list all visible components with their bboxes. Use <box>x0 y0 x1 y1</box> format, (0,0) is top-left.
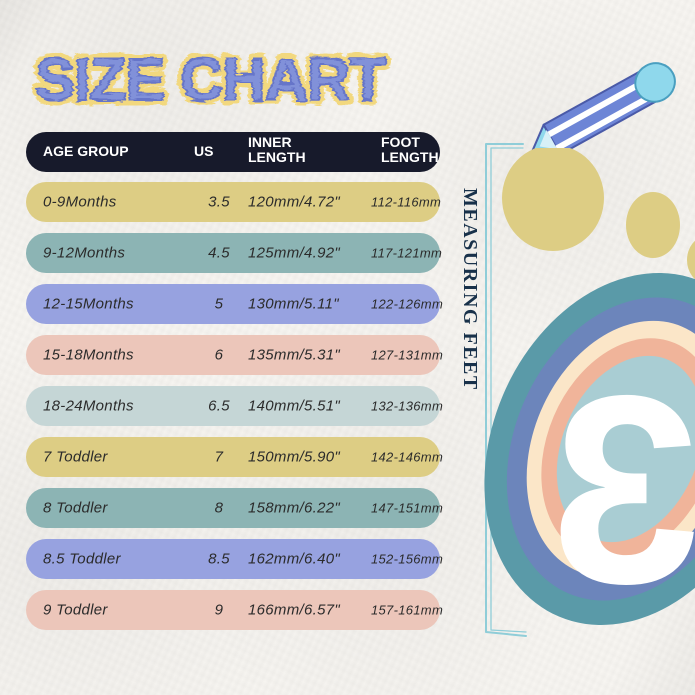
svg-text:3: 3 <box>551 339 695 639</box>
